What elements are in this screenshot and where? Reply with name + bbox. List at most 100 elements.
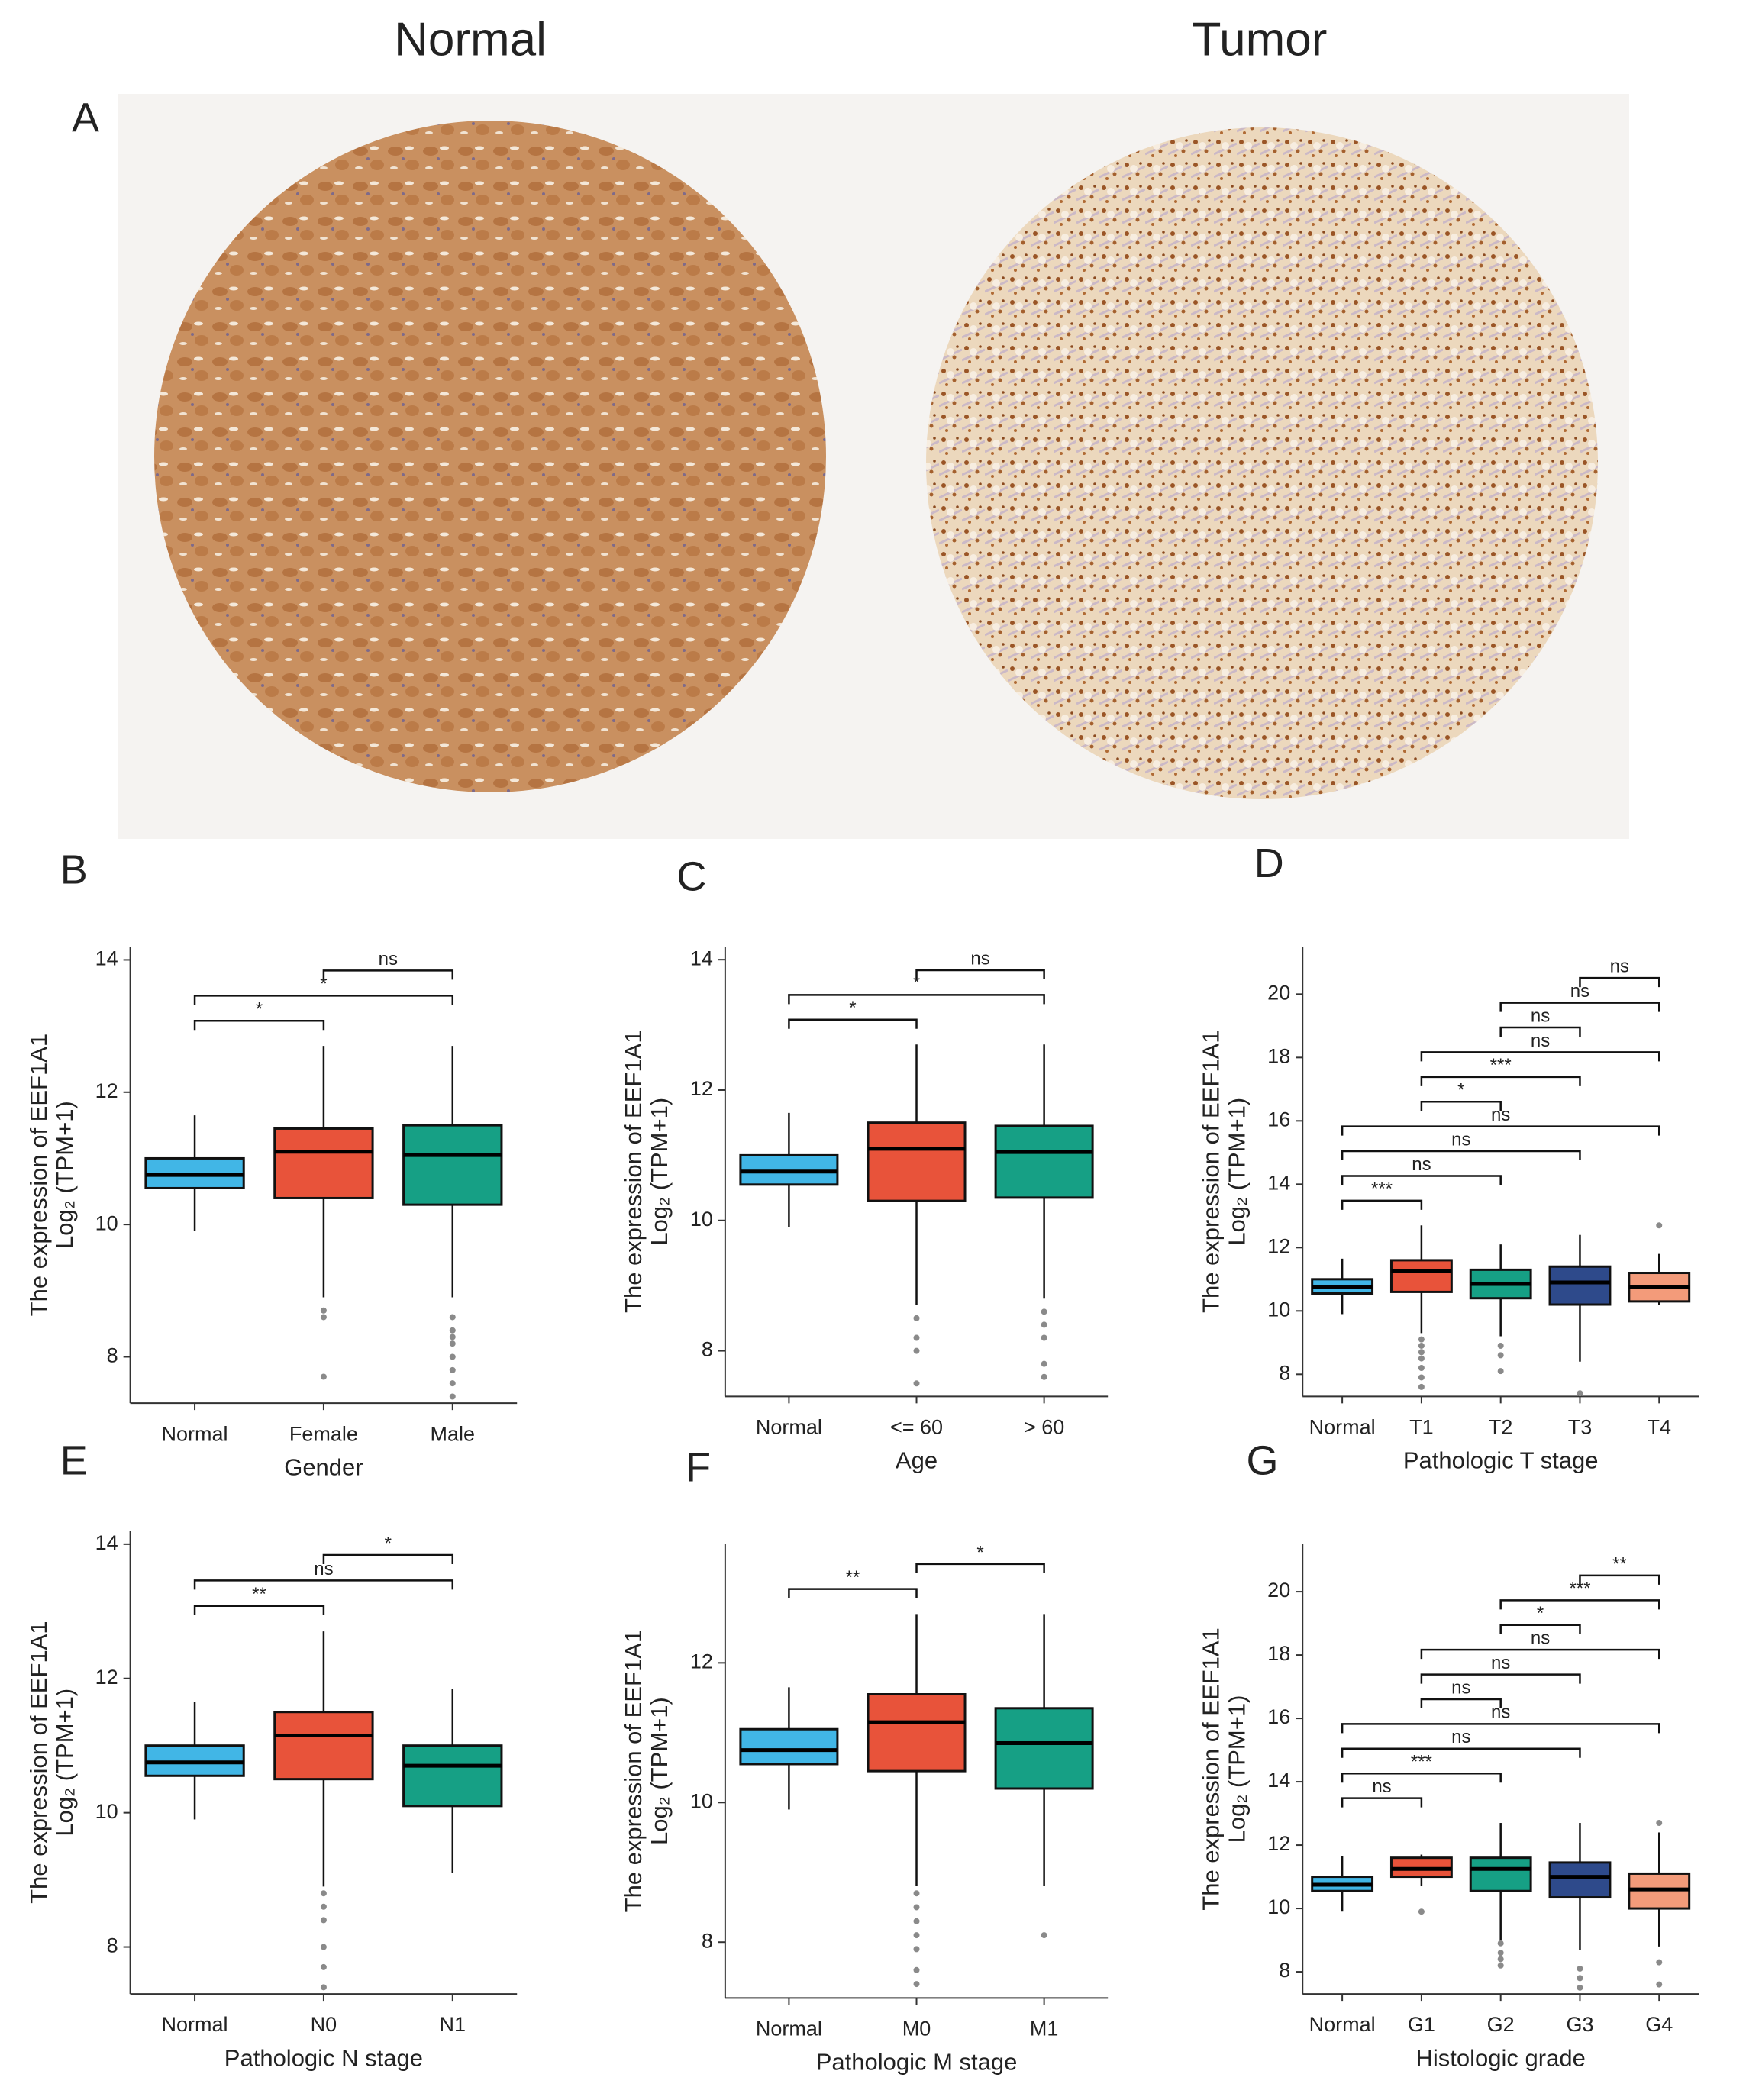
significance-bracket: [915, 969, 1045, 979]
x-tick-label: G3: [1566, 2013, 1593, 2036]
y-axis-title: The expression of EEF1A1: [25, 1621, 52, 1903]
significance-bracket: [193, 1605, 325, 1615]
panel-label: C: [676, 853, 706, 899]
significance-label: ns: [1531, 1628, 1550, 1649]
outlier: [1656, 1981, 1663, 1988]
outlier: [1418, 1355, 1425, 1362]
significance-label: ***: [1411, 1752, 1432, 1773]
significance-bracket: [322, 1553, 454, 1565]
significance-label: ns: [1451, 1727, 1470, 1747]
y-tick-label: 20: [1267, 981, 1290, 1004]
x-axis-title: Pathologic M stage: [816, 2049, 1018, 2076]
significance-bracket: [193, 995, 454, 1005]
y-axis-title: The expression of EEF1A1: [1197, 1627, 1224, 1910]
outlier: [320, 1917, 327, 1924]
significance-label: ***: [1490, 1055, 1512, 1076]
significance-bracket: [1341, 1797, 1423, 1808]
significance-bracket: [915, 1563, 1045, 1573]
significance-bracket: [1420, 1100, 1502, 1111]
box: [1548, 1265, 1612, 1306]
outlier: [1418, 1908, 1425, 1915]
x-tick-label: Normal: [1309, 2013, 1376, 2036]
outlier: [320, 1890, 327, 1897]
x-tick-label: T1: [1409, 1415, 1434, 1438]
outlier: [320, 1903, 327, 1910]
outlier: [1577, 1390, 1583, 1397]
image-title: Tumor: [1193, 13, 1328, 66]
box: [1548, 1861, 1612, 1899]
significance-label: ns: [1531, 1031, 1550, 1051]
y-tick-label: 18: [1267, 1642, 1290, 1665]
significance-label: **: [1612, 1553, 1627, 1574]
significance-label: ns: [1372, 1776, 1391, 1797]
y-tick-label: 10: [95, 1800, 118, 1823]
y-axis-title: The expression of EEF1A1: [25, 1034, 52, 1316]
box: [994, 1707, 1094, 1790]
box: [739, 1727, 839, 1766]
outlier: [1577, 1975, 1583, 1982]
outlier: [320, 1944, 327, 1950]
outlier: [449, 1327, 456, 1334]
x-tick-label: <= 60: [890, 1415, 943, 1438]
x-tick-label: Normal: [756, 1415, 822, 1438]
x-tick-label: N1: [440, 2013, 466, 2036]
y-tick-label: 10: [690, 1789, 713, 1812]
box: [273, 1127, 374, 1199]
significance-bracket: [1499, 1599, 1660, 1610]
significance-label: ns: [379, 949, 398, 969]
significance-label: *: [320, 974, 327, 995]
outlier: [1497, 1368, 1504, 1375]
y-axis-title: Log₂ (TPM+1): [646, 1697, 673, 1845]
outlier: [913, 1380, 920, 1387]
box: [1389, 1259, 1453, 1293]
y-tick-label: 8: [1279, 1959, 1290, 1982]
y-tick-label: 12: [95, 1666, 118, 1689]
y-tick-label: 12: [690, 1077, 713, 1100]
x-axis-title: Age: [896, 1447, 938, 1474]
outlier: [1577, 1965, 1583, 1972]
box: [402, 1124, 503, 1206]
significance-label: ns: [1531, 1005, 1550, 1026]
outlier: [913, 1946, 920, 1953]
y-tick-label: 10: [1267, 1298, 1290, 1321]
y-tick-label: 20: [1267, 1579, 1290, 1602]
box: [1469, 1856, 1532, 1892]
significance-label: ns: [1610, 956, 1629, 977]
significance-bracket: [1341, 1150, 1581, 1161]
outlier: [1041, 1321, 1047, 1328]
significance-bracket: [1499, 1624, 1581, 1634]
x-axis-title: Gender: [284, 1453, 363, 1480]
outlier: [1656, 1959, 1663, 1966]
significance-bracket: [1341, 1125, 1660, 1136]
outlier: [913, 1981, 920, 1988]
significance-bracket: [1341, 1175, 1502, 1185]
significance-label: ns: [1451, 1677, 1470, 1698]
panel-label: A: [72, 95, 99, 140]
panel-label: B: [60, 847, 88, 893]
y-axis-title: The expression of EEF1A1: [620, 1030, 647, 1312]
significance-label: *: [976, 1542, 983, 1563]
outlier: [449, 1380, 456, 1387]
significance-label: *: [385, 1533, 392, 1553]
y-axis-title: Log₂ (TPM+1): [51, 1101, 78, 1249]
outlier: [449, 1314, 456, 1321]
significance-label: *: [1457, 1080, 1464, 1101]
y-tick-label: 8: [107, 1934, 118, 1957]
outlier: [1418, 1374, 1425, 1381]
box: [994, 1124, 1094, 1199]
outlier: [1418, 1336, 1425, 1343]
x-tick-label: T4: [1647, 1415, 1671, 1438]
x-tick-label: G1: [1408, 2013, 1435, 2036]
significance-bracket: [1499, 1002, 1660, 1012]
x-tick-label: Normal: [162, 1422, 228, 1445]
outlier: [1497, 1342, 1504, 1349]
significance-bracket: [1579, 1574, 1660, 1585]
significance-label: **: [252, 1584, 266, 1605]
x-tick-label: M0: [902, 2018, 931, 2040]
outlier: [320, 1314, 327, 1321]
panel-label: D: [1254, 840, 1284, 886]
outlier: [1041, 1932, 1047, 1939]
y-axis-title: Log₂ (TPM+1): [1223, 1098, 1250, 1246]
outlier: [1418, 1342, 1425, 1349]
y-tick-label: 14: [1267, 1171, 1290, 1194]
